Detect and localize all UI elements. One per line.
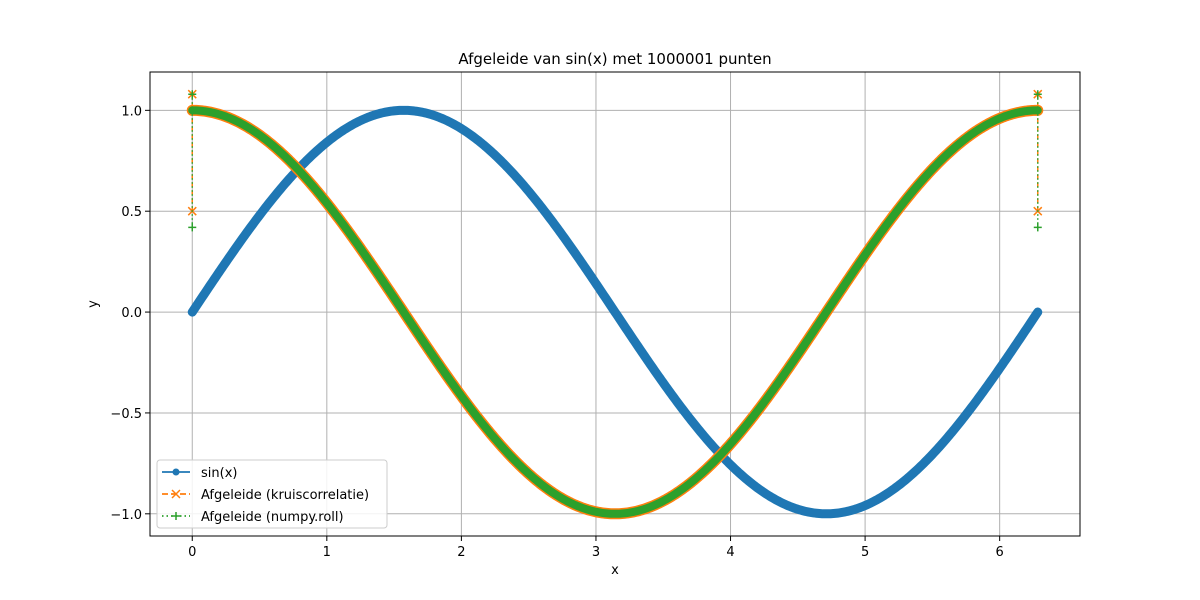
- y-tick-label: −1.0: [110, 508, 142, 523]
- x-tick-label: 3: [592, 545, 600, 560]
- legend-label-1: Afgeleide (kruiscorrelatie): [201, 488, 369, 503]
- x-tick-label: 5: [861, 545, 869, 560]
- y-tick-label: 0.0: [121, 306, 142, 321]
- x-tick-label: 2: [457, 545, 465, 560]
- cos-series-2-outlier-point: [188, 223, 197, 232]
- sin-series-0-line: [187, 105, 1043, 519]
- cos-series-2-outlier-point: [188, 90, 197, 99]
- chart-title: Afgeleide van sin(x) met 1000001 punten: [458, 50, 771, 68]
- x-axis-ticks: 0 1 2 3 4 5 6: [188, 536, 1004, 560]
- y-tick-label: 0.5: [121, 205, 142, 220]
- legend-label-0: sin(x): [201, 466, 237, 481]
- y-tick-label: 1.0: [121, 104, 142, 119]
- x-tick-label: 6: [996, 545, 1004, 560]
- x-axis-label: x: [611, 563, 619, 578]
- y-axis-ticks: −1.0 −0.5 0.0 0.5 1.0: [110, 104, 150, 523]
- legend-marker-1: [171, 489, 181, 499]
- axes-frame: [149, 71, 1081, 537]
- cos-series-2-line: [188, 106, 1042, 518]
- y-axis-label: y: [86, 300, 101, 308]
- x-tick-label: 4: [726, 545, 734, 560]
- x-tick-label: 0: [188, 545, 196, 560]
- legend-box: [156, 459, 388, 529]
- y-tick-label: −0.5: [110, 407, 142, 422]
- legend-label-2: Afgeleide (numpy.roll): [201, 510, 344, 525]
- legend-marker-2: [172, 512, 180, 520]
- plot-area: [186, 89, 1044, 520]
- cos-series-2-outlier-point: [1033, 90, 1042, 99]
- legend: sin(x) Afgeleide (kruiscorrelatie) Afgelei…: [156, 459, 388, 529]
- x-tick-label: 1: [323, 545, 331, 560]
- legend-marker-0: [172, 468, 180, 476]
- cos-series-2-outlier-point: [1033, 223, 1042, 232]
